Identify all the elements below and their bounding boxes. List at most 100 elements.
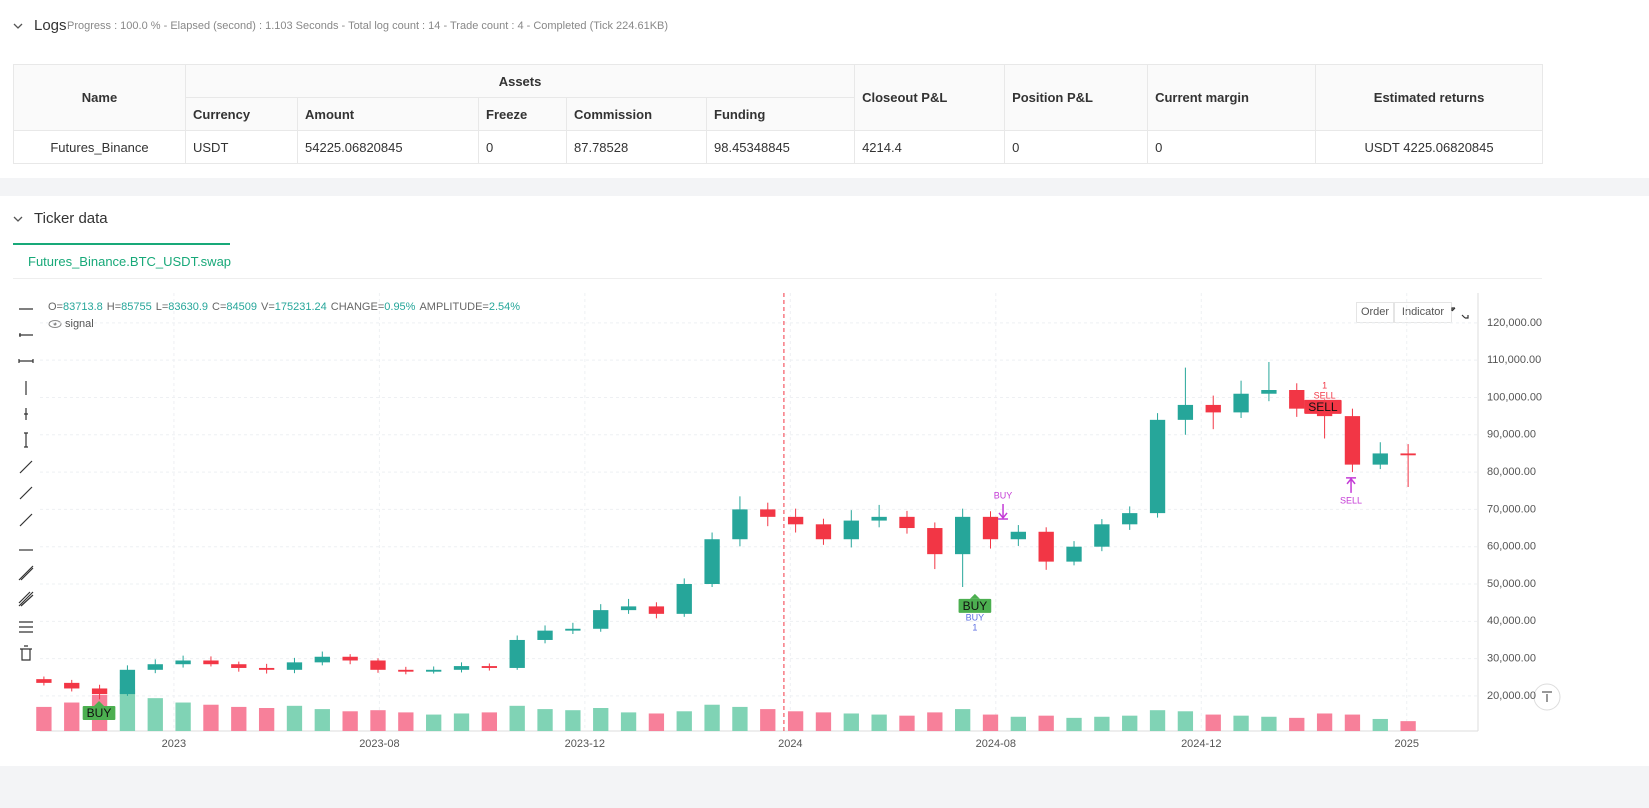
candle-body (843, 520, 859, 540)
candle-body (1094, 524, 1110, 547)
tool[interactable] (18, 359, 34, 363)
toolbar (18, 307, 1469, 661)
volume-bar (1066, 717, 1082, 731)
header-cell: Currency (185, 97, 298, 131)
x-tick-label: 2024-12 (1181, 738, 1221, 750)
legend-value: 175231.24 (275, 301, 327, 313)
volume-bar (231, 706, 247, 731)
tool[interactable] (19, 621, 33, 633)
x-tick-label: 2024 (778, 738, 802, 750)
indicator-label: signal (65, 318, 94, 330)
tool[interactable] (20, 645, 32, 661)
fullscreen-icon[interactable] (1451, 307, 1469, 319)
tool[interactable] (18, 565, 34, 581)
signal-text: SELL (1340, 495, 1362, 505)
signal-label: BUY (87, 706, 112, 720)
candle-body (453, 666, 470, 670)
volume-bar (593, 708, 609, 731)
signal-box (1304, 399, 1342, 414)
volume-bar (119, 689, 136, 731)
header-cell: Amount (297, 97, 479, 131)
signal-pointer (969, 593, 980, 599)
signal-box (82, 705, 116, 720)
legend-label: C= (212, 301, 226, 313)
x-tick-label: 2023-12 (565, 738, 605, 750)
legend-value: 85755 (121, 301, 152, 313)
y-tick-label: 60,000.00 (1487, 541, 1536, 553)
volume-bar (481, 712, 498, 731)
volume-bar (732, 706, 748, 731)
candle-body (286, 662, 303, 670)
volume-bar (927, 712, 943, 731)
ticker-card: Ticker data Futures_Binance.BTC_USDT.swa… (0, 196, 1649, 766)
volume-bar (871, 714, 887, 731)
volume-bar (1316, 713, 1333, 731)
candle-body (676, 584, 692, 614)
volume-bar (342, 711, 358, 731)
tab-label[interactable]: Futures_Binance.BTC_USDT.swap (28, 254, 232, 269)
data-cell: USDT (185, 130, 298, 164)
candle-body (370, 660, 386, 670)
candle-body (648, 606, 665, 614)
candle-body (203, 660, 219, 665)
candle-body (509, 639, 525, 668)
volume-bar (899, 715, 915, 731)
header-row: Name Assets Closeout P&L Position P&L Curren… (13, 64, 1544, 131)
volume-bar (147, 698, 163, 731)
volume-bar (64, 702, 80, 731)
candle-body (1205, 404, 1221, 413)
signal-arrow (998, 503, 1009, 520)
candle-body (398, 669, 414, 672)
header-cell: Estimated returns (1315, 64, 1544, 131)
volume-bar (426, 714, 442, 731)
tool[interactable] (19, 333, 33, 337)
y-tick-label: 120,000.00 (1487, 317, 1542, 329)
legend-value: 0.95% (384, 301, 415, 313)
scroll-icon[interactable] (1542, 691, 1552, 702)
candle-body (91, 688, 108, 695)
volume-bar (370, 710, 386, 731)
volume-bar (1149, 710, 1166, 731)
tool[interactable] (19, 460, 33, 474)
tool[interactable] (24, 408, 28, 420)
candle-body (732, 509, 748, 540)
header-cell: Freeze (478, 97, 567, 131)
tool[interactable] (24, 432, 28, 448)
tab[interactable] (13, 243, 230, 277)
y-tick-label: 40,000.00 (1487, 615, 1536, 627)
candle-body (760, 509, 776, 517)
volume-bar (314, 709, 330, 731)
ticker-title: Ticker data (34, 210, 108, 227)
collapse-icon[interactable] (12, 20, 24, 32)
candle-body (1122, 513, 1138, 525)
legend-label: L= (156, 301, 169, 313)
collapse-icon[interactable] (12, 213, 24, 225)
data-cell: 4214.4 (854, 130, 1006, 164)
volume-bar (1261, 716, 1277, 731)
tool[interactable] (18, 591, 34, 607)
data-cell: 0 (1004, 130, 1149, 164)
ohlc-legend: O=83713.8 H=85755 L=83630.9 C=84509 V=175231… (48, 301, 520, 313)
eye-icon[interactable] (48, 320, 62, 328)
volume-bar (565, 710, 581, 731)
candle-body (620, 606, 637, 611)
y-tick-label: 100,000.00 (1487, 391, 1542, 403)
data-cell: 54225.06820845 (297, 130, 479, 164)
candle-body (1344, 416, 1361, 465)
header-cell: Assets (184, 64, 856, 98)
candle-body (1038, 531, 1054, 562)
volume-bar (286, 705, 303, 731)
volume-bar (258, 708, 275, 731)
candle-body (1233, 393, 1249, 413)
tool[interactable] (19, 486, 33, 500)
candle-body (1177, 404, 1194, 420)
y-tick-label: 80,000.00 (1487, 466, 1536, 478)
candle-body (982, 516, 999, 540)
tool[interactable] (19, 513, 33, 527)
y-tick-label: 20,000.00 (1487, 690, 1536, 702)
y-tick-label: 110,000.00 (1487, 354, 1541, 366)
candle-body (231, 664, 247, 668)
candle-body (537, 630, 553, 640)
signal-label: SELL (1308, 400, 1338, 414)
